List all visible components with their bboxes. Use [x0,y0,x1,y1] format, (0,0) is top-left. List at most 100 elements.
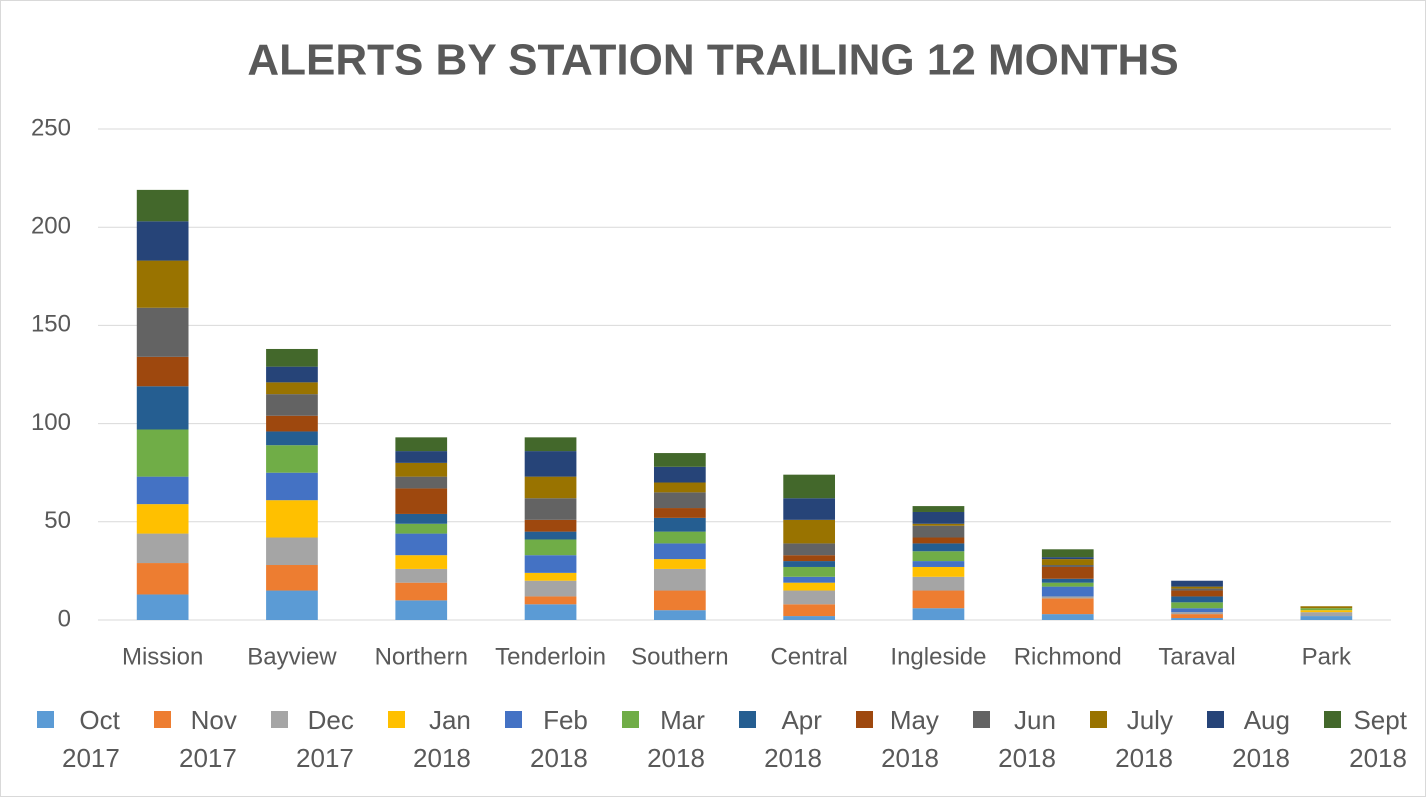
bar-segment [524,476,577,499]
y-tick-label: 100 [31,409,71,436]
legend-label: Mar 2018 [647,705,705,773]
legend-label: Dec 2017 [296,705,354,773]
bar-segment [395,513,448,524]
bar-segment [266,348,318,367]
legend-item: Oct 2017 [37,701,120,777]
bar-segment [1300,610,1353,613]
bar-segment [136,307,189,357]
bar-segment [1171,580,1223,587]
bar-segment [783,474,836,499]
legend-label: Nov 2017 [179,705,237,773]
legend-label: Jan 2018 [413,705,471,773]
bar-segment [136,476,189,505]
bar-segment [653,543,706,560]
bar-segment [524,555,577,573]
x-tick-label: Mission [122,643,203,670]
bar-segment [912,523,965,526]
bar-segment [1041,559,1094,566]
bar-segment [1041,596,1094,599]
chart-title: ALERTS BY STATION TRAILING 12 MONTHS [247,36,1178,85]
bar-segment [136,221,189,261]
bar-segment [524,498,577,520]
bar-segment [136,386,189,430]
bar-segment [653,466,706,483]
bar-segment [1300,612,1353,617]
bar-segment [1171,618,1223,620]
bar-segment [1300,606,1353,609]
legend-swatch [271,711,289,728]
bar-segment [653,453,706,467]
bar-segment [266,445,318,473]
bar-segment [1171,590,1223,597]
bar-segment [395,582,448,601]
bar-segment [912,506,965,512]
bar-segment [653,559,706,569]
bar-segment [653,482,706,493]
legend-label: Oct 2017 [62,705,120,773]
bar-segment [266,472,318,501]
legend-swatch [1324,711,1342,728]
bar-segment [1041,549,1094,558]
bar-segment [912,511,965,524]
x-tick-label: Richmond [1014,643,1122,670]
bar-segment [1171,612,1223,615]
legend-item: Jun 2018 [973,701,1056,777]
bar-segment [266,537,318,566]
bar-segment [1041,557,1094,560]
legend-item: Aug 2018 [1207,701,1290,777]
legend-swatch [37,711,54,728]
bar-segment [783,543,836,556]
bar-segment [1171,614,1223,619]
y-tick-label: 200 [31,213,71,240]
bar-segment [783,604,836,617]
bar-segment [653,590,706,611]
legend-swatch [856,711,874,728]
bar-segment [653,610,706,620]
bar-segment [912,537,965,544]
x-tick-label: Ingleside [890,643,986,670]
bar-segment [1041,566,1094,579]
bar-segment [524,596,577,605]
legend-swatch [154,711,172,728]
legend-item: July 2018 [1090,701,1173,777]
bar-segment [524,451,577,477]
bar-segment [395,488,448,514]
bar-segment [912,608,965,620]
legend-item: Nov 2017 [154,701,237,777]
bar-segment [136,594,189,620]
legend-item: May 2018 [856,701,939,777]
bar-segment [524,539,577,556]
bar-segment [136,563,189,595]
bar-segment [1300,608,1353,611]
bar-segment [1041,578,1094,583]
bar-segment [395,476,448,489]
bar-segment [266,382,318,395]
bar-segment [395,523,448,534]
legend-swatch [1090,711,1108,728]
y-tick-label: 0 [58,605,71,632]
bar-segment [783,519,836,544]
bar-segment [1041,582,1094,587]
bar-segment [783,616,836,620]
bar-segment [395,462,448,477]
bar-segment [783,576,836,583]
bar-segment [783,555,836,562]
bar-segment [653,517,706,532]
x-tick-label: Bayview [247,643,337,670]
legend-item: Dec 2017 [271,701,354,777]
bar-segment [266,431,318,446]
x-tick-label: Northern [375,643,468,670]
x-tick-label: Central [770,643,847,670]
legend-item: Mar 2018 [622,701,705,777]
bar-segment [1300,616,1353,620]
bar-segment [395,533,448,556]
bar-segment [912,551,965,562]
bar-segment [912,566,965,577]
bar-segment [653,531,706,544]
x-tick-label: Park [1302,643,1352,670]
bar-segment [136,533,189,564]
bar-segment [653,492,706,509]
bar-segment [395,568,448,583]
bar-segment [136,429,189,477]
bar-segment [1171,586,1223,589]
